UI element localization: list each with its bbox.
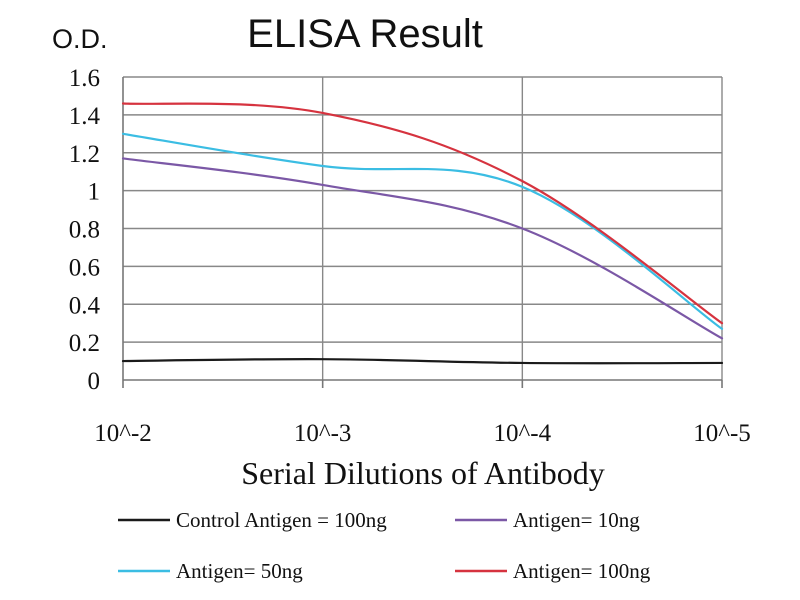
y-tick-label: 0 (88, 368, 101, 395)
grid-lines (122, 76, 723, 388)
series-lines (121, 102, 724, 365)
y-tick-label: 1.4 (69, 103, 101, 130)
axis-ticks: 0 0.2 0.4 0.6 0.8 1 1.2 1.4 1.6 10^-2 10^-3 10^-4 10… (69, 65, 751, 447)
legend-label-1: Control Antigen = 100ng (176, 508, 387, 532)
y-tick-label: 1 (88, 179, 101, 206)
series-line-2 (121, 157, 724, 340)
series-line-1 (121, 358, 724, 365)
legend-label-4: Antigen= 100ng (513, 559, 651, 583)
x-tick-label: 10^-2 (94, 420, 152, 447)
y-tick-label: 1.6 (69, 65, 100, 92)
legend: Control Antigen = 100ng Antigen= 10ng Anti… (118, 508, 651, 583)
chart-title: ELISA Result (247, 12, 483, 56)
y-tick-label: 0.4 (69, 292, 101, 319)
x-tick-label: 10^-4 (494, 420, 552, 447)
legend-label-3: Antigen= 50ng (176, 559, 303, 583)
y-tick-label: 0.2 (69, 330, 100, 357)
y-tick-label: 1.2 (69, 141, 100, 168)
series-line-4 (121, 102, 724, 325)
x-tick-label: 10^-5 (693, 420, 751, 447)
y-axis-label: O.D. (52, 24, 108, 54)
legend-label-2: Antigen= 10ng (513, 508, 640, 532)
y-tick-label: 0.8 (69, 217, 100, 244)
x-tick-label: 10^-3 (294, 420, 352, 447)
x-axis-label: Serial Dilutions of Antibody (241, 455, 605, 491)
y-tick-label: 0.6 (69, 254, 100, 281)
series-line-3 (121, 132, 724, 330)
